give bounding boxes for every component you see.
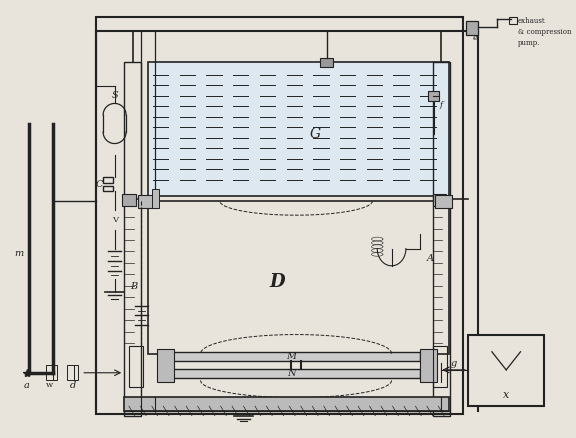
Text: C: C	[96, 180, 103, 189]
Text: V: V	[112, 216, 118, 224]
Text: f: f	[439, 101, 443, 110]
Bar	[172, 352, 420, 361]
Bar	[320, 57, 334, 67]
Text: D: D	[269, 273, 285, 291]
Bar	[509, 17, 517, 24]
Text: a: a	[24, 381, 30, 390]
Bar	[148, 201, 449, 353]
Bar	[433, 62, 450, 416]
Bar	[434, 195, 452, 208]
Bar	[46, 365, 52, 381]
Bar	[466, 21, 478, 35]
Bar	[103, 177, 113, 183]
Text: x: x	[503, 390, 509, 400]
Text: G: G	[310, 127, 321, 141]
Bar	[103, 186, 113, 191]
Text: M: M	[286, 352, 296, 361]
Text: m: m	[14, 249, 24, 258]
Text: g: g	[450, 359, 457, 368]
Bar	[52, 365, 57, 381]
Bar	[138, 195, 158, 208]
Bar	[129, 346, 143, 387]
Text: e: e	[472, 35, 477, 42]
Bar	[433, 346, 447, 387]
Bar	[124, 62, 141, 416]
Text: B: B	[130, 283, 137, 291]
Bar	[124, 397, 449, 411]
Text: d: d	[70, 381, 75, 390]
Bar	[148, 62, 449, 196]
Bar	[428, 91, 439, 101]
Bar	[67, 365, 74, 381]
Bar	[122, 194, 135, 205]
Bar	[96, 18, 463, 414]
Text: S: S	[111, 91, 118, 100]
Text: w: w	[46, 381, 53, 389]
Bar	[74, 365, 78, 381]
Bar	[468, 335, 544, 406]
Bar	[420, 349, 437, 382]
Bar	[172, 369, 420, 378]
Bar	[152, 189, 160, 208]
Bar	[157, 349, 174, 382]
Text: N: N	[287, 369, 295, 378]
Text: A: A	[426, 254, 433, 263]
Text: exhaust
& compression
pump.: exhaust & compression pump.	[518, 18, 571, 47]
Bar	[433, 194, 446, 205]
